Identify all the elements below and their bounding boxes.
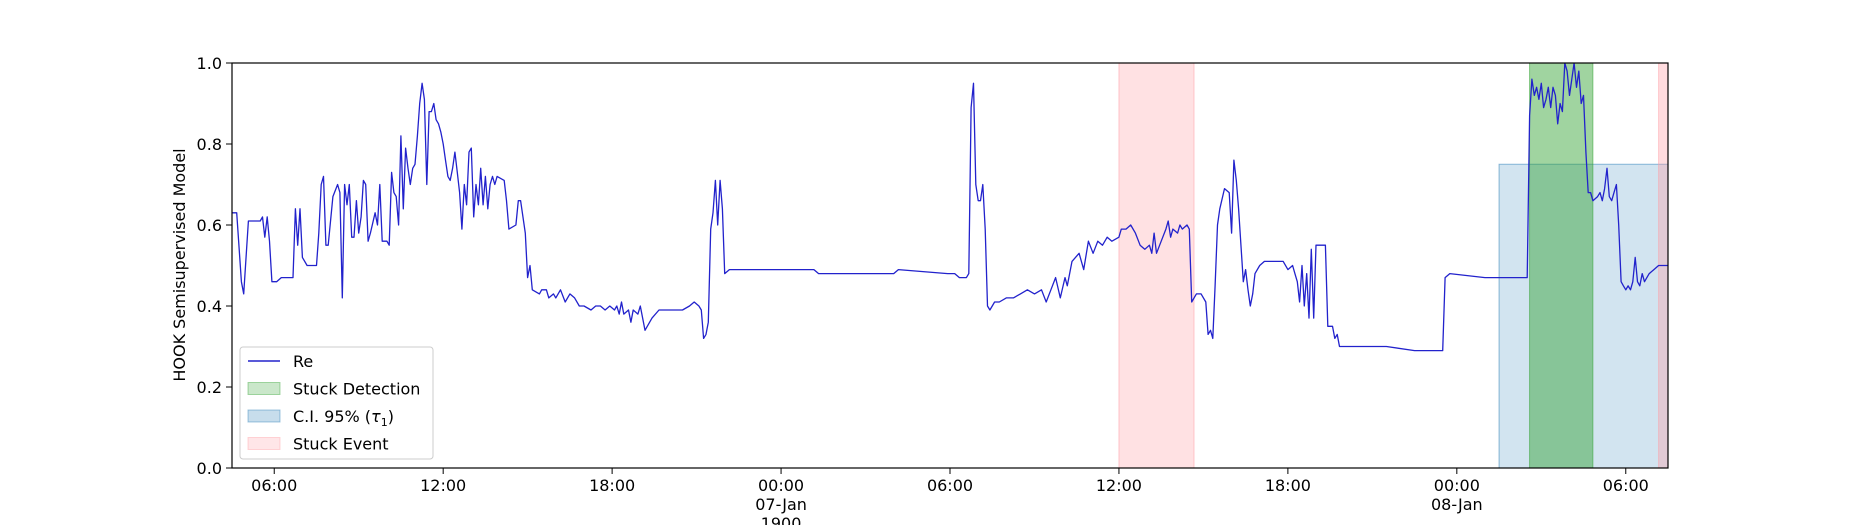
legend-patch-swatch (247, 437, 281, 450)
legend-patch-swatch (247, 409, 281, 423)
y-tick-label: 0.4 (197, 297, 222, 316)
series-layer (232, 63, 1668, 352)
legend-label: C.I. 95% (τ1) (293, 407, 394, 429)
x-tick-sublabel: 07-Jan (755, 495, 807, 514)
x-tick-sublabel: 1900 (761, 514, 802, 525)
legend-label: Stuck Event (293, 435, 389, 454)
span-stuck-detection (1529, 63, 1594, 468)
span-stuck-event (1118, 63, 1195, 468)
x-tick-label: 18:00 (589, 476, 635, 495)
y-tick-label: 1.0 (197, 54, 222, 73)
legend-label: Stuck Detection (293, 380, 420, 399)
x-tick-label: 06:00 (251, 476, 297, 495)
x-tick-label: 00:00 (1434, 476, 1480, 495)
plot-frame (231, 62, 1669, 469)
x-tick-label: 12:00 (420, 476, 466, 495)
legend: Re Stuck Detection C.I. 95% (τ1) Stuck Even… (239, 346, 434, 460)
x-tick-label: 12:00 (1096, 476, 1142, 495)
x-tick-label: 00:00 (758, 476, 804, 495)
y-tick-label: 0.2 (197, 378, 222, 397)
legend-frame (239, 346, 434, 460)
legend-label: Re (293, 352, 313, 371)
series-line-re (232, 63, 1668, 352)
y-axis-label: HOOK Semisupervised Model (170, 148, 189, 381)
span-c-i-95 (1498, 163, 1668, 468)
span-layer (1118, 63, 1668, 468)
y-tick-label: 0.0 (197, 459, 222, 478)
x-tick-label: 06:00 (1603, 476, 1649, 495)
x-tick-label: 18:00 (1265, 476, 1311, 495)
x-tick-label: 06:00 (927, 476, 973, 495)
y-tick-label: 0.8 (197, 135, 222, 154)
x-tick-sublabel: 08-Jan (1431, 495, 1483, 514)
y-axis: 0.0 0.2 0.4 0.6 0.8 1.0 (197, 54, 232, 478)
y-tick-label: 0.6 (197, 216, 222, 235)
legend-patch-swatch (247, 382, 281, 395)
